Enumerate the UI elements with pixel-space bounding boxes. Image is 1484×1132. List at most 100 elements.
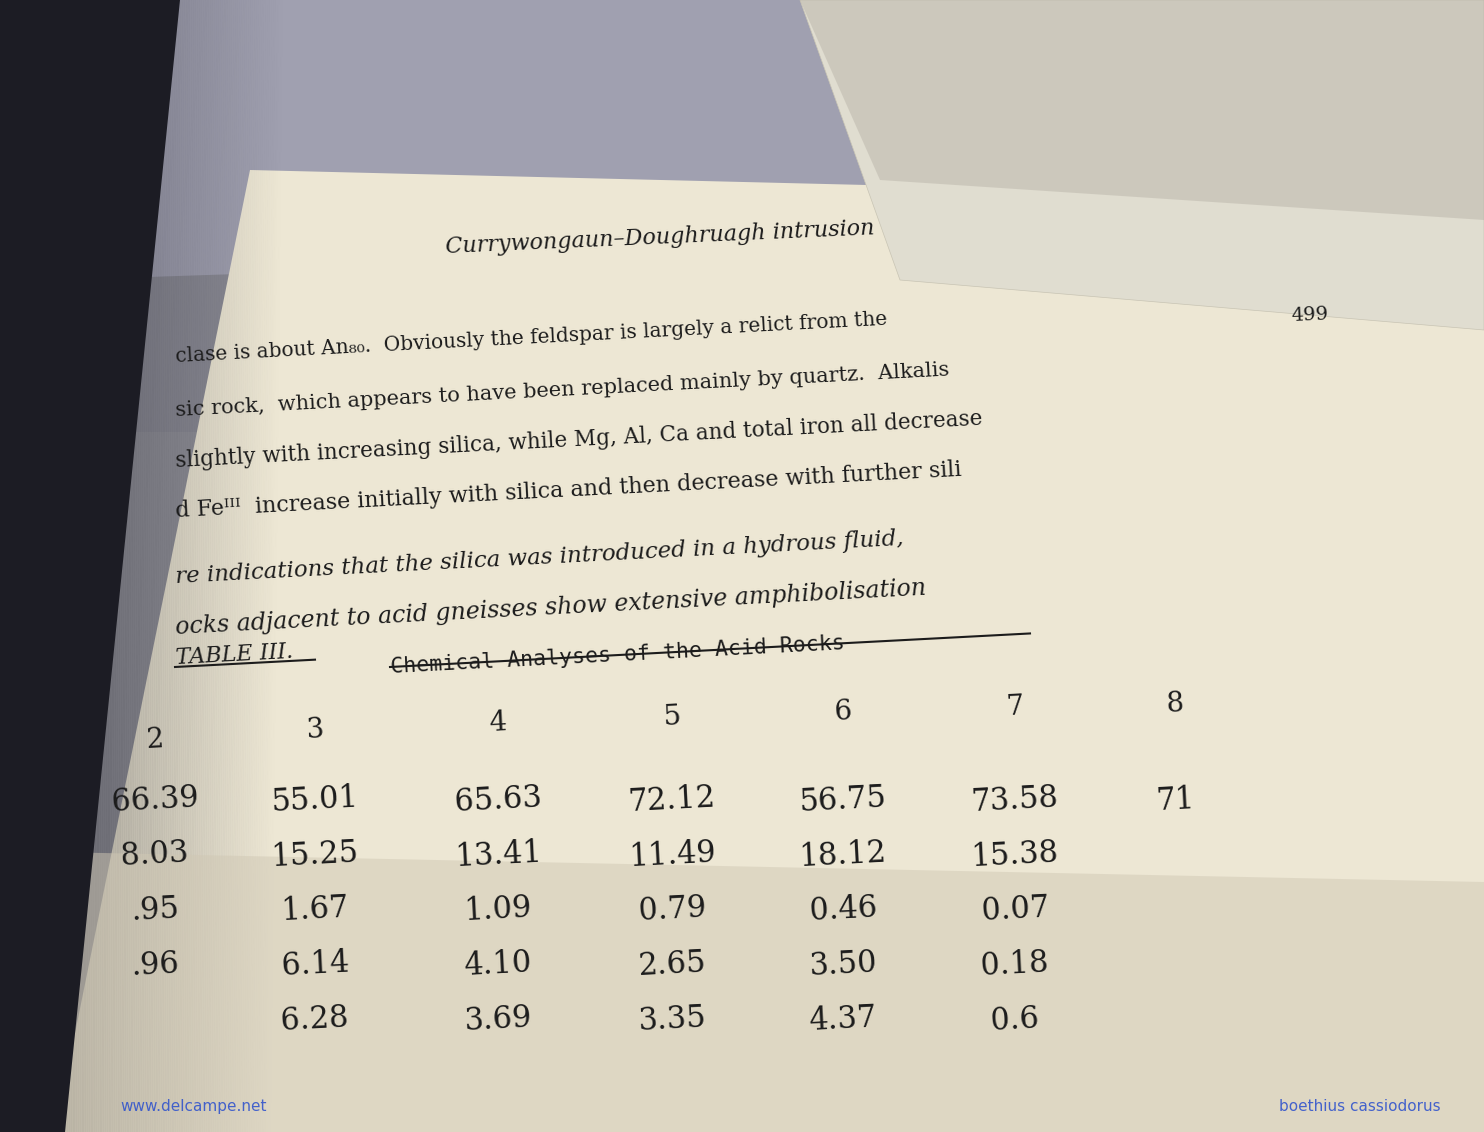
Polygon shape	[232, 0, 243, 1132]
Polygon shape	[199, 0, 209, 1132]
Polygon shape	[55, 170, 1484, 1132]
Polygon shape	[74, 0, 77, 1132]
Text: 1.67: 1.67	[280, 893, 350, 927]
Polygon shape	[114, 0, 120, 1132]
Polygon shape	[224, 0, 236, 1132]
Polygon shape	[190, 0, 199, 1132]
Text: 0.18: 0.18	[981, 947, 1049, 983]
Polygon shape	[68, 0, 70, 1132]
Polygon shape	[139, 0, 147, 1132]
Text: 65.63: 65.63	[454, 782, 543, 817]
Polygon shape	[138, 0, 144, 1132]
Polygon shape	[191, 0, 202, 1132]
Polygon shape	[209, 0, 221, 1132]
Polygon shape	[141, 0, 148, 1132]
Polygon shape	[71, 0, 74, 1132]
Text: 3.35: 3.35	[637, 1003, 706, 1037]
Polygon shape	[86, 0, 89, 1132]
Polygon shape	[197, 0, 208, 1132]
Polygon shape	[174, 0, 183, 1132]
Polygon shape	[800, 0, 1484, 220]
Text: 4.37: 4.37	[809, 1003, 877, 1037]
Polygon shape	[99, 0, 104, 1132]
Text: 0.79: 0.79	[637, 893, 706, 927]
Polygon shape	[178, 0, 186, 1132]
Polygon shape	[79, 0, 82, 1132]
Polygon shape	[129, 0, 135, 1132]
Text: 2.65: 2.65	[637, 947, 706, 983]
Polygon shape	[193, 0, 203, 1132]
Text: 3: 3	[306, 717, 325, 744]
Polygon shape	[154, 0, 162, 1132]
Text: 7: 7	[1006, 693, 1024, 721]
Text: 15.38: 15.38	[971, 838, 1060, 873]
Polygon shape	[83, 0, 88, 1132]
Polygon shape	[187, 0, 196, 1132]
Text: 4: 4	[488, 709, 508, 737]
Text: re indications that the silica was introduced in a hydrous fluid,: re indications that the silica was intro…	[175, 528, 904, 588]
Polygon shape	[104, 0, 108, 1132]
Polygon shape	[234, 0, 246, 1132]
Polygon shape	[98, 0, 102, 1132]
Polygon shape	[116, 0, 122, 1132]
Polygon shape	[218, 0, 230, 1132]
Polygon shape	[163, 0, 171, 1132]
Text: 0.46: 0.46	[809, 893, 877, 927]
Polygon shape	[93, 0, 96, 1132]
Polygon shape	[145, 0, 151, 1132]
Polygon shape	[0, 0, 180, 1132]
Text: 2: 2	[145, 726, 165, 754]
Text: d Feᴵᴵᴵ  increase initially with silica and then decrease with further sili: d Feᴵᴵᴵ increase initially with silica a…	[175, 458, 962, 522]
Polygon shape	[214, 0, 224, 1132]
Polygon shape	[131, 0, 137, 1132]
Text: 13.41: 13.41	[454, 838, 543, 873]
Polygon shape	[55, 0, 56, 1132]
Polygon shape	[223, 0, 233, 1132]
Polygon shape	[105, 0, 110, 1132]
Polygon shape	[156, 0, 163, 1132]
Text: 55.01: 55.01	[270, 782, 359, 817]
Polygon shape	[77, 0, 80, 1132]
Polygon shape	[125, 0, 131, 1132]
Text: .95: .95	[131, 893, 180, 927]
Polygon shape	[215, 0, 226, 1132]
Text: slightly with increasing silica, while Mg, Al, Ca and total iron all decrease: slightly with increasing silica, while M…	[175, 408, 984, 472]
Polygon shape	[96, 0, 101, 1132]
Polygon shape	[0, 0, 1484, 432]
Text: clase is about An₈₀.  Obviously the feldspar is largely a relict from the: clase is about An₈₀. Obviously the felds…	[175, 310, 887, 366]
Polygon shape	[230, 0, 242, 1132]
Polygon shape	[64, 0, 67, 1132]
Polygon shape	[203, 0, 212, 1132]
Text: Currywongaun–Doughruagh intrusion: Currywongaun–Doughruagh intrusion	[445, 217, 876, 258]
Polygon shape	[113, 0, 117, 1132]
Text: ocks adjacent to acid gneisses show extensive amphibolisation: ocks adjacent to acid gneisses show exte…	[175, 577, 928, 640]
Polygon shape	[208, 0, 218, 1132]
Polygon shape	[175, 0, 184, 1132]
Text: 18.12: 18.12	[798, 838, 887, 873]
Text: 71: 71	[1155, 783, 1195, 816]
Text: sic rock,  which appears to have been replaced mainly by quartz.  Alkalis: sic rock, which appears to have been rep…	[175, 360, 950, 420]
Polygon shape	[157, 0, 165, 1132]
Polygon shape	[168, 0, 177, 1132]
Text: 8.03: 8.03	[120, 838, 190, 873]
Polygon shape	[165, 0, 174, 1132]
Text: 6.28: 6.28	[280, 1003, 350, 1037]
Polygon shape	[147, 0, 154, 1132]
Polygon shape	[70, 0, 73, 1132]
Text: boethius cassiodorus: boethius cassiodorus	[1279, 1099, 1441, 1114]
Text: 499: 499	[1291, 306, 1330, 325]
Polygon shape	[122, 0, 128, 1132]
Text: 5: 5	[662, 703, 681, 731]
Polygon shape	[62, 0, 65, 1132]
Text: .96: .96	[131, 949, 180, 981]
Polygon shape	[212, 0, 223, 1132]
Polygon shape	[166, 0, 175, 1132]
Polygon shape	[237, 0, 249, 1132]
Polygon shape	[73, 0, 76, 1132]
Text: 3.69: 3.69	[463, 1003, 533, 1037]
Polygon shape	[172, 0, 181, 1132]
Polygon shape	[123, 0, 129, 1132]
Polygon shape	[58, 0, 61, 1132]
Text: Chemical Analyses of the Acid Rocks: Chemical Analyses of the Acid Rocks	[390, 633, 846, 677]
Text: 4.10: 4.10	[463, 947, 533, 983]
